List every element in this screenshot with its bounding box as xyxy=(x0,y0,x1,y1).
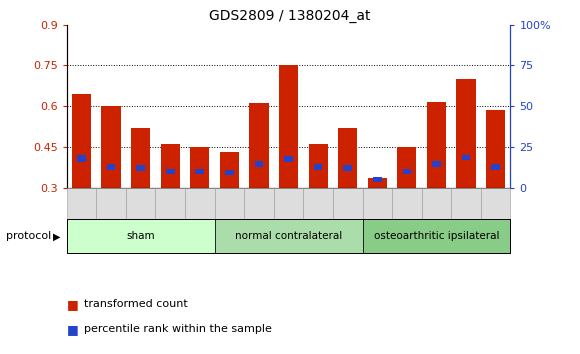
Bar xyxy=(309,144,328,188)
Text: sham: sham xyxy=(126,231,155,241)
Bar xyxy=(279,65,298,188)
Bar xyxy=(72,94,91,188)
Bar xyxy=(249,103,269,188)
Bar xyxy=(77,155,86,162)
Bar xyxy=(338,128,357,188)
Bar xyxy=(403,169,411,174)
Bar xyxy=(397,147,416,188)
Bar xyxy=(432,161,441,167)
Bar xyxy=(456,79,476,188)
Text: protocol: protocol xyxy=(6,231,51,241)
Bar xyxy=(255,161,263,167)
Bar xyxy=(427,102,446,188)
Text: osteoarthritic ipsilateral: osteoarthritic ipsilateral xyxy=(374,231,499,241)
Text: transformed count: transformed count xyxy=(84,299,188,309)
Bar xyxy=(462,154,470,160)
Bar xyxy=(491,164,500,170)
Bar xyxy=(190,147,209,188)
Text: ■: ■ xyxy=(67,298,78,311)
Text: ■: ■ xyxy=(67,323,78,336)
Bar xyxy=(225,170,234,175)
Bar xyxy=(343,165,352,171)
Bar xyxy=(284,156,293,162)
Bar xyxy=(161,144,180,188)
Bar xyxy=(486,110,505,188)
Bar xyxy=(373,177,382,182)
Bar xyxy=(131,128,150,188)
Bar xyxy=(136,165,145,171)
Text: GDS2809 / 1380204_at: GDS2809 / 1380204_at xyxy=(209,9,371,23)
Bar xyxy=(314,164,322,170)
Bar xyxy=(107,164,115,170)
Bar xyxy=(368,178,387,188)
Bar xyxy=(220,152,239,188)
Bar xyxy=(166,169,175,174)
Bar xyxy=(102,106,121,188)
Text: percentile rank within the sample: percentile rank within the sample xyxy=(84,324,272,334)
Bar xyxy=(195,169,204,174)
Text: normal contralateral: normal contralateral xyxy=(235,231,342,241)
Text: ▶: ▶ xyxy=(53,231,61,241)
